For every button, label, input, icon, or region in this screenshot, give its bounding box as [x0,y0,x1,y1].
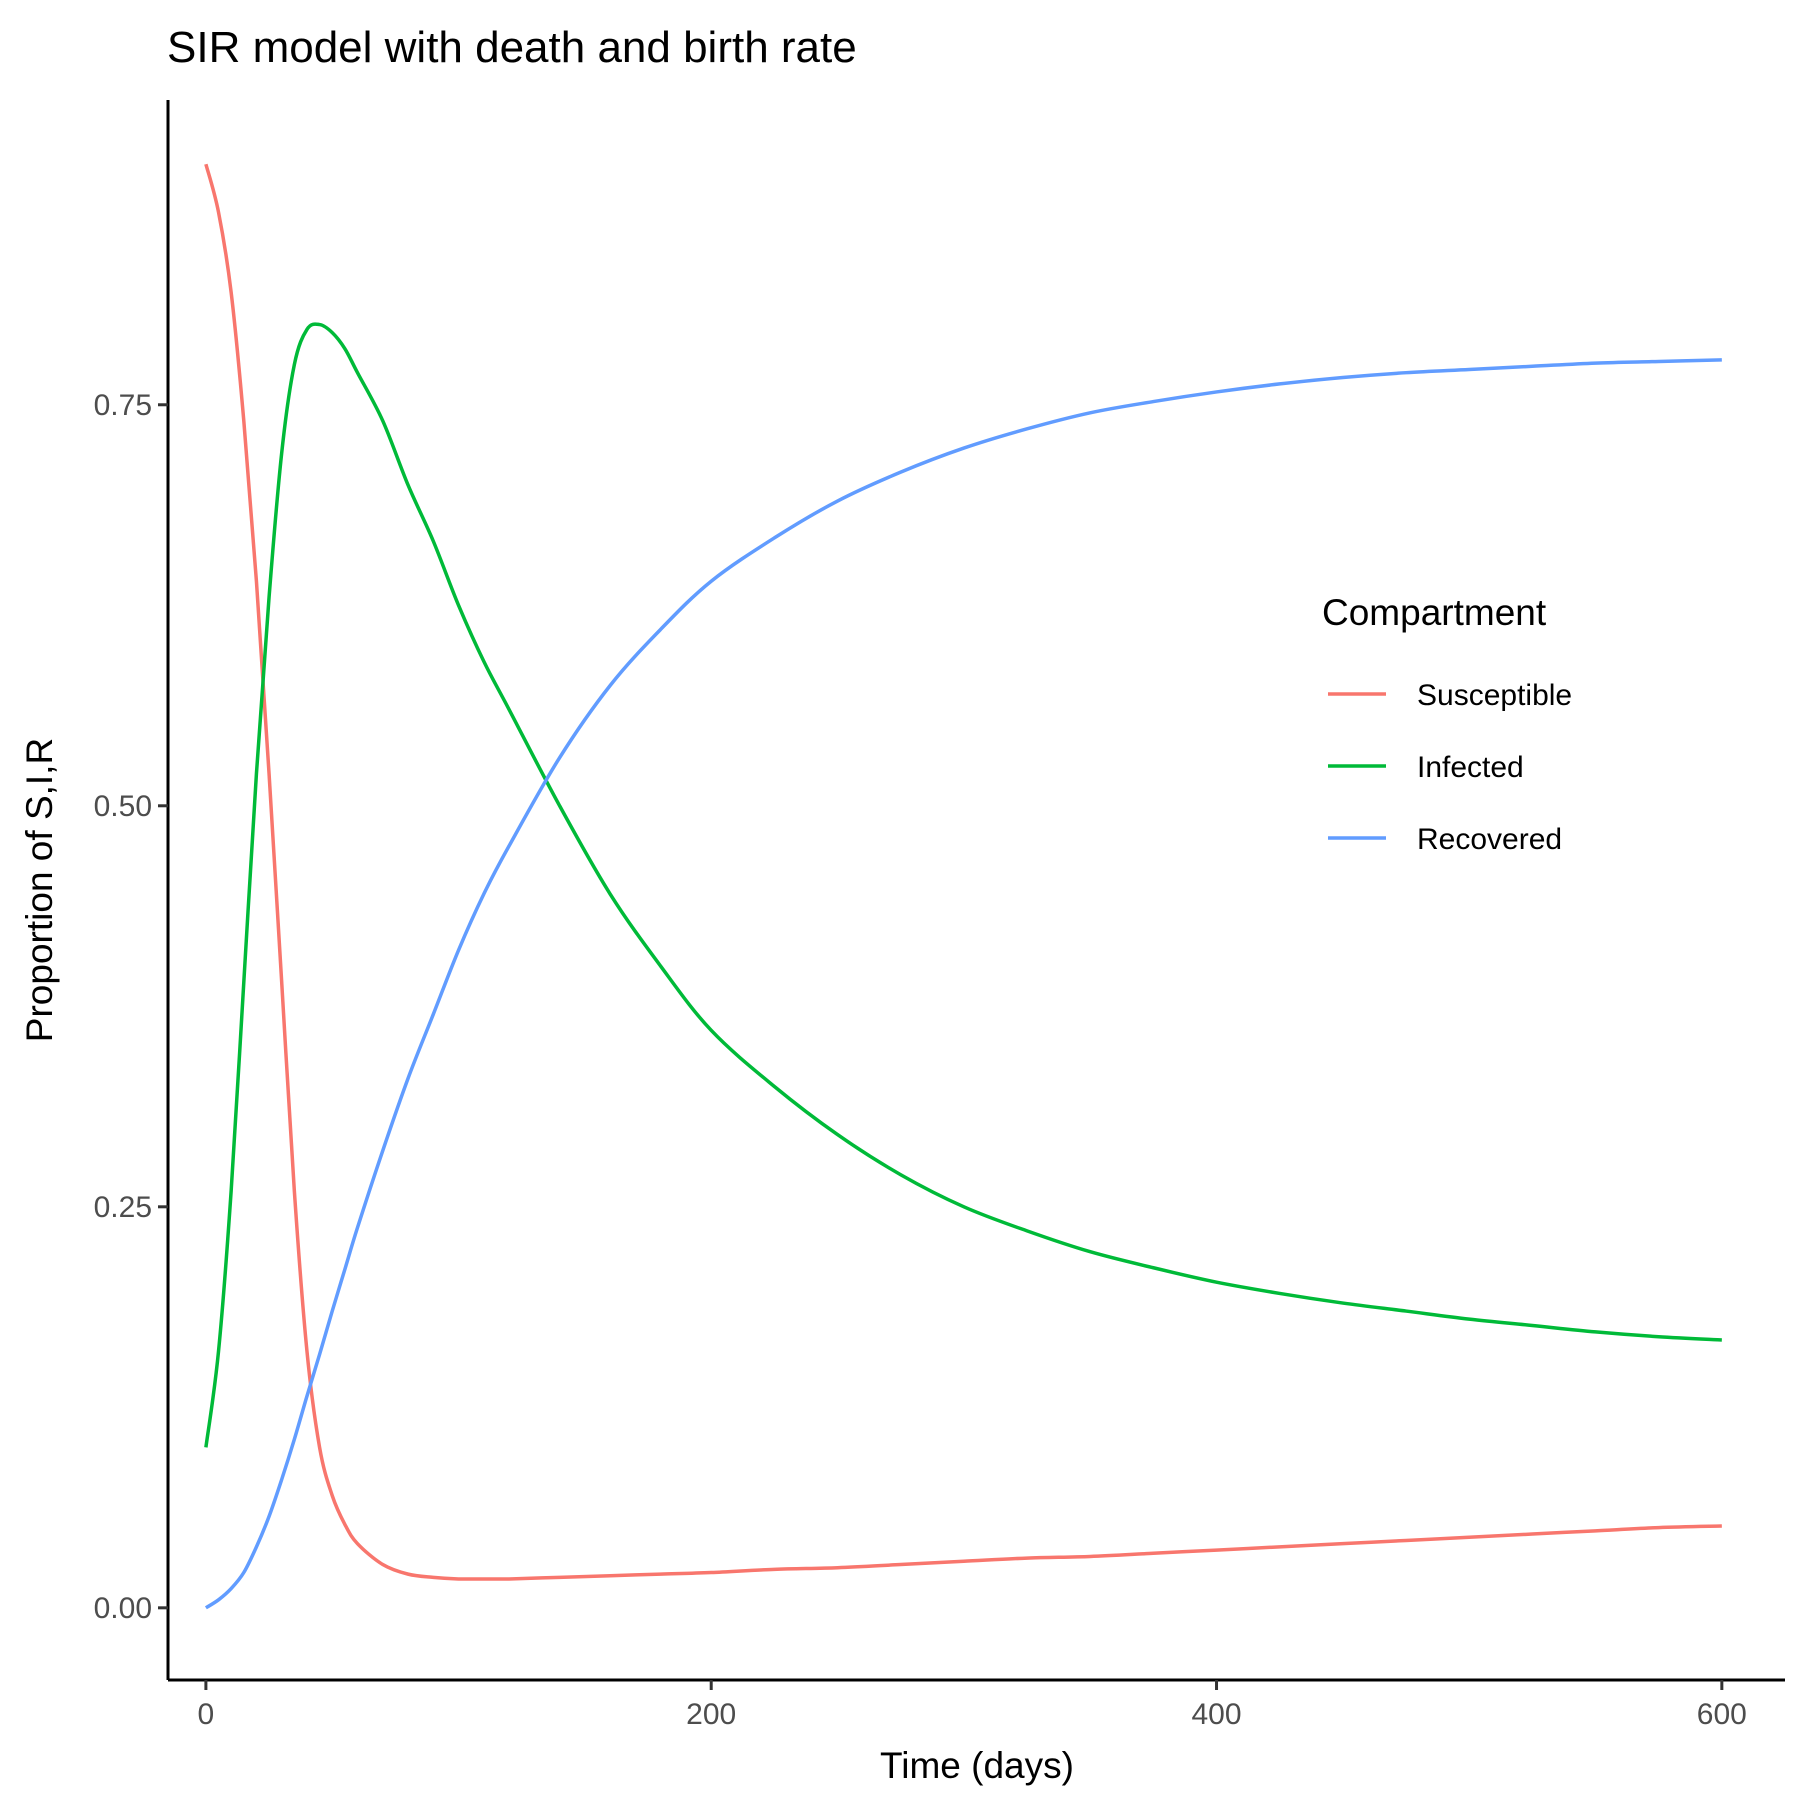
plot-area [204,163,1722,1610]
legend-title: Compartment [1322,592,1547,633]
legend-items: Susceptible Infected Recovered [1328,679,1572,856]
y-axis-ticks: 0.00 0.25 0.50 0.75 [94,389,168,1625]
series-layer [204,163,1722,1610]
legend-label-infected: Infected [1417,751,1524,784]
legend-label-susceptible: Susceptible [1417,679,1572,712]
x-tick-label: 400 [1191,1698,1241,1731]
series-line-infected [204,322,1722,1448]
y-tick-label: 0.00 [94,1592,152,1625]
series-line-recovered [204,358,1722,1610]
y-tick-label: 0.50 [94,790,152,823]
legend-label-recovered: Recovered [1417,823,1562,856]
y-tick-label: 0.75 [94,389,152,422]
legend: Compartment Susceptible Infected Recovered [1322,592,1572,856]
x-tick-label: 600 [1697,1698,1747,1731]
x-tick-label: 0 [198,1698,215,1731]
x-tick-label: 200 [686,1698,736,1731]
y-tick-label: 0.25 [94,1191,152,1224]
chart-title: SIR model with death and birth rate [167,23,857,72]
x-axis-title: Time (days) [880,1745,1074,1786]
series-line-susceptible [204,163,1722,1581]
y-axis-title: Proportion of S,I,R [19,738,60,1042]
x-axis-ticks: 0 200 400 600 [198,1680,1747,1731]
